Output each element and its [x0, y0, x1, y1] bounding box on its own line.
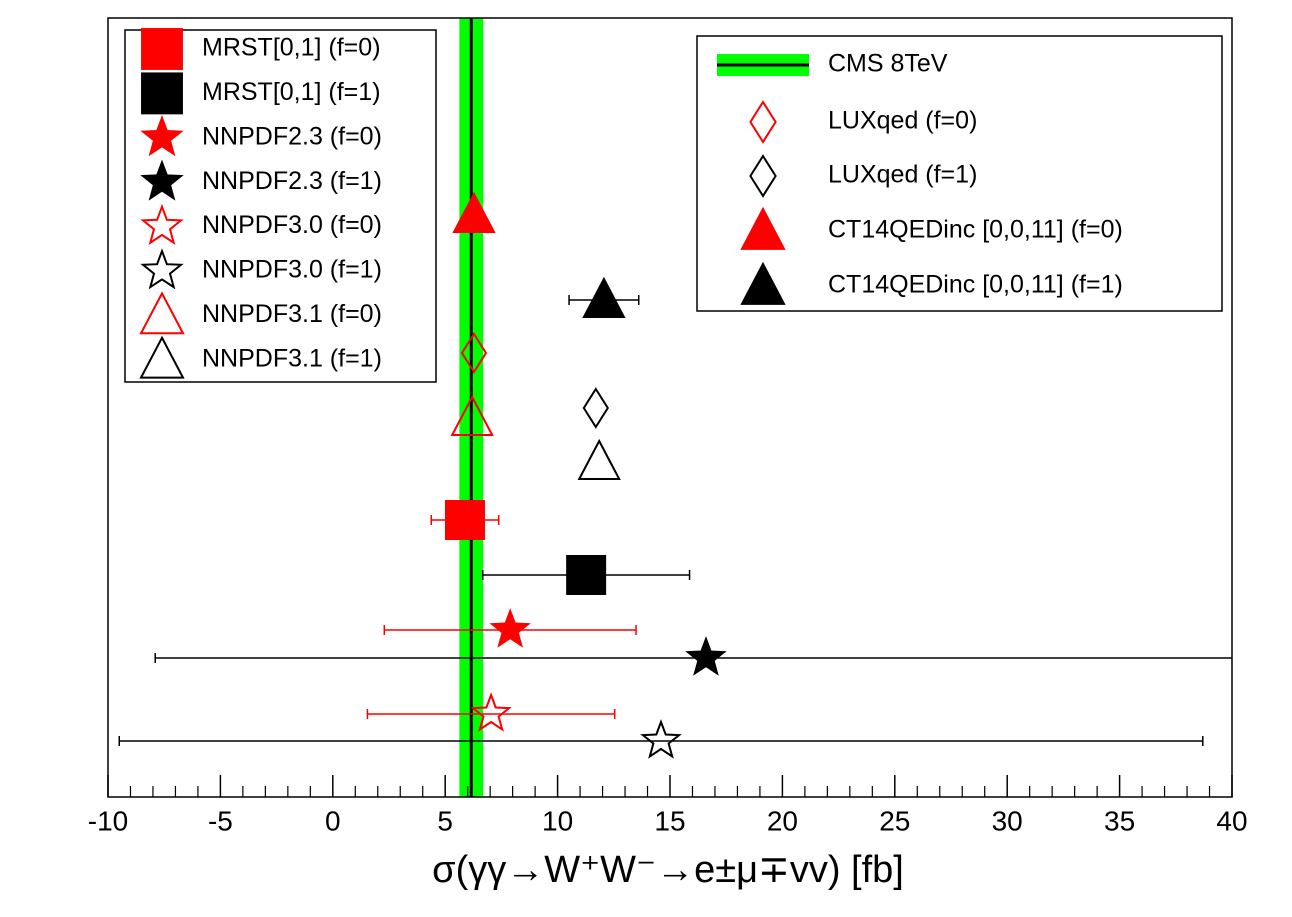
marker: [582, 276, 626, 318]
marker: [140, 115, 184, 157]
marker: [450, 394, 494, 436]
legends: MRST[0,1] (f=0) MRST[0,1] (f=1) NNPDF2.3 (…: [124, 28, 1223, 383]
x-tick-label: 10: [542, 805, 573, 836]
legend-label: CT14QEDinc [0,0,11] (f=1): [828, 271, 1123, 299]
legend-label: NNPDF3.1 (f=1): [202, 344, 382, 372]
x-tick-label: 35: [1104, 805, 1135, 836]
marker: [685, 636, 727, 676]
legend-label: MRST[0,1] (f=0): [202, 34, 381, 62]
x-tick-label: 25: [879, 805, 910, 836]
legend-label: NNPDF3.0 (f=1): [202, 256, 382, 284]
marker: [139, 291, 185, 335]
x-tick-label: 5: [437, 805, 453, 836]
marker: [141, 72, 183, 115]
legend-label: NNPDF3.1 (f=0): [202, 300, 382, 328]
legend-label: LUXqed (f=1): [828, 161, 977, 189]
x-tick-label: 40: [1216, 805, 1247, 836]
legend-label: MRST[0,1] (f=1): [202, 78, 381, 106]
marker: [140, 203, 184, 245]
x-tick-label: 20: [767, 805, 798, 836]
legend-label: NNPDF2.3 (f=1): [202, 167, 382, 195]
marker: [470, 692, 512, 732]
marker: [577, 438, 621, 480]
x-axis-label: σ(γγ→W⁺W⁻→e±μ∓vv) [fb]: [432, 849, 904, 891]
marker: [749, 100, 777, 144]
x-tick-label: 0: [325, 805, 341, 836]
legend-label: LUXqed (f=0): [828, 107, 977, 135]
x-tick-label: -5: [208, 805, 233, 836]
marker: [444, 500, 485, 540]
x-axis: -10 -5 0 5 10 15 20 25 30 35 40: [88, 775, 1248, 836]
x-tick-label: -10: [88, 805, 128, 836]
x-tick-label: 30: [992, 805, 1023, 836]
legend-box: [696, 35, 1223, 312]
legend-label: CMS 8TeV: [828, 50, 948, 78]
marker: [139, 335, 185, 379]
marker: [452, 191, 496, 233]
marker: [740, 261, 786, 305]
marker: [749, 154, 777, 198]
marker: [140, 248, 184, 290]
marker: [740, 206, 786, 250]
marker: [460, 332, 488, 374]
marker: [489, 608, 531, 648]
marker: [566, 555, 607, 595]
marker: [640, 719, 682, 759]
legend-label: CT14QEDinc [0,0,11] (f=0): [828, 216, 1123, 244]
x-tick-label: 15: [654, 805, 685, 836]
legend-label: NNPDF2.3 (f=0): [202, 122, 382, 150]
marker: [141, 28, 183, 70]
marker: [140, 159, 184, 201]
marker: [582, 387, 609, 429]
plot-area: [118, 18, 1232, 797]
legend-label: NNPDF3.0 (f=0): [202, 211, 382, 239]
